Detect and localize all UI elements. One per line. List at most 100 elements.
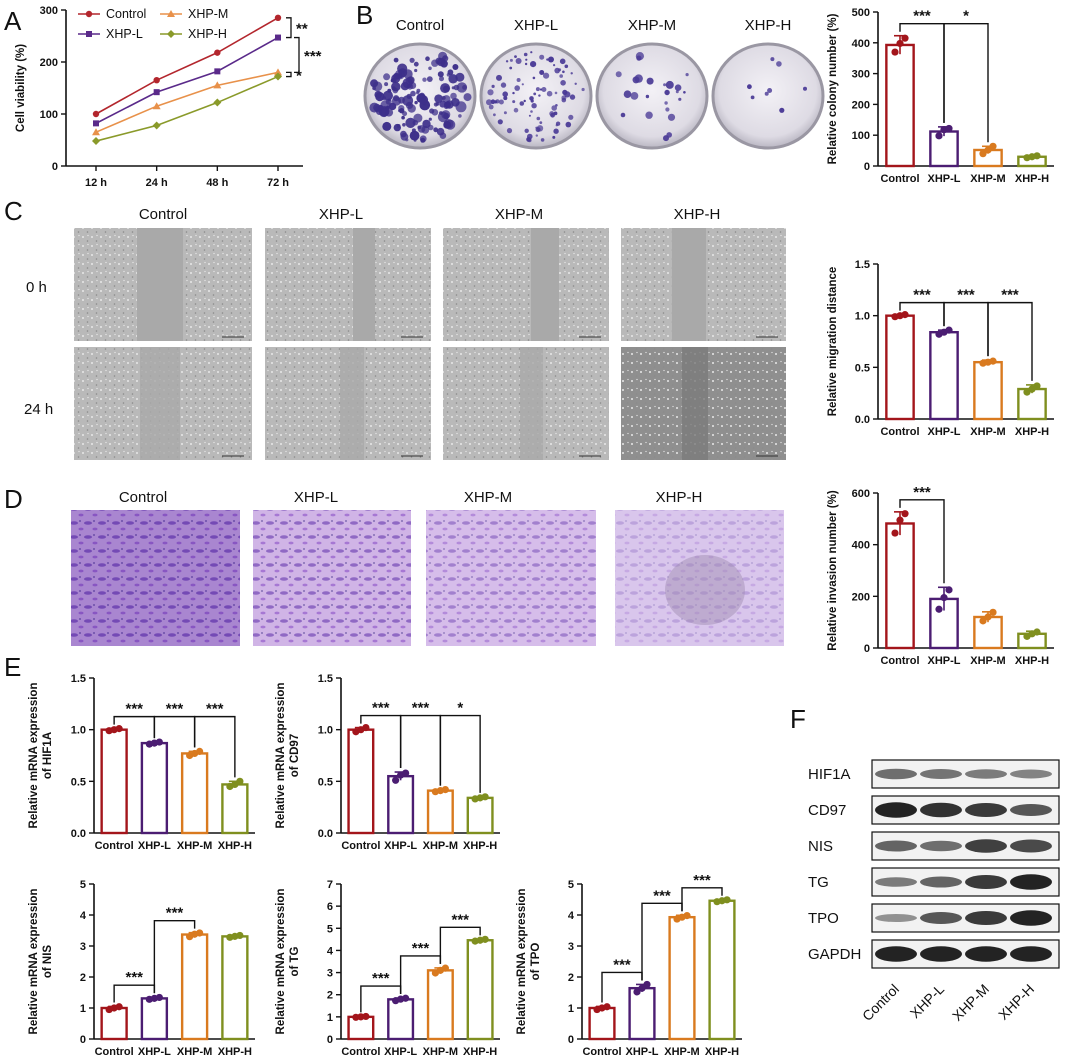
- wound-cells: [443, 228, 609, 341]
- chart-d-xtick-control: Control: [880, 655, 919, 667]
- colony-dot: [443, 121, 452, 129]
- colony-dot: [645, 94, 650, 99]
- colony-dot: [555, 104, 558, 107]
- colony-dish-xhp-l: [479, 42, 593, 150]
- chart-a-point-xhp-m: [92, 128, 100, 136]
- chart-d-point-control: [896, 516, 904, 524]
- wound-gap: [531, 228, 559, 341]
- colony-dot: [665, 80, 674, 89]
- chart-b-point-xhp-m: [979, 150, 987, 158]
- chart-b-point-control: [891, 48, 899, 56]
- chart-e5-ytick-label: 4: [568, 910, 575, 922]
- chart-e3-bar-xhp-m: [180, 933, 209, 1041]
- chart-c-xtick-xhp-h: XHP-H: [1015, 426, 1049, 438]
- colony-dish-control: [363, 42, 477, 150]
- chart-e1-xtick-xhp-m: XHP-M: [177, 840, 212, 852]
- chart-e2-ytick-label: 0.5: [318, 776, 333, 788]
- chart-e1-point-xhp-l: [155, 738, 163, 746]
- chart-c-bar-xhp-h: [1017, 387, 1047, 421]
- chart-d-bar-control: [885, 522, 915, 650]
- wound-image-control-24h: [74, 347, 252, 460]
- chart-c-xtick-xhp-l: XHP-L: [928, 426, 961, 438]
- chart-b-ylabel: Relative colony number (%): [827, 13, 839, 164]
- chart-e2-ytick-label: 1.0: [318, 725, 333, 737]
- colony-dot: [541, 87, 547, 92]
- colony-dot: [385, 98, 392, 105]
- migration-images: Control XHP-L XHP-M XHP-H 0 h 24 h: [24, 206, 786, 460]
- chart-e4-bar-xhp-h: [466, 939, 494, 1041]
- colony-dot: [533, 92, 537, 96]
- chart-a-sig-label: *: [296, 67, 302, 84]
- colony-dot: [503, 96, 508, 101]
- colony-dot: [496, 74, 502, 81]
- chart-b-xtick-xhp-m: XHP-M: [970, 173, 1005, 185]
- blot-label-tpo: TPO: [808, 910, 839, 927]
- chart-e5-ytick-label: 1: [568, 1003, 574, 1015]
- chart-e1-ylabel: Relative mRNA expression: [28, 683, 40, 829]
- chart-a-point-xhp-m: [213, 81, 222, 89]
- colony-dot: [486, 99, 492, 106]
- chart-e3-point-xhp-h: [236, 931, 244, 940]
- chart-e5-sig-label: ***: [693, 872, 711, 889]
- chart-a-point-xhp-l: [214, 68, 221, 75]
- colony-dot: [551, 105, 557, 111]
- invasion-image-control: [71, 510, 240, 646]
- colony-dot: [422, 77, 427, 82]
- colony-dot: [546, 90, 553, 97]
- colony-dot: [442, 55, 449, 62]
- colony-dot: [521, 83, 524, 86]
- colony-dot: [623, 90, 632, 98]
- colony-dot: [405, 117, 416, 128]
- chart-e2-sig-label: *: [457, 700, 463, 717]
- legend-marker-control: [85, 10, 93, 18]
- colony-dot: [488, 104, 494, 110]
- chart-e2-ylabel: Relative mRNA expression: [275, 683, 287, 829]
- chart-d-point-xhp-h: [1033, 628, 1041, 636]
- chart-b-point-xhp-l: [935, 132, 943, 140]
- colony-dot: [440, 83, 451, 94]
- chart-e4-ytick-label: 0: [327, 1034, 333, 1046]
- colony-dot: [413, 138, 417, 142]
- chart-d-point-xhp-l: [935, 605, 943, 613]
- colony-dot: [747, 84, 752, 90]
- chart-e4-ytick-label: 1: [327, 1012, 333, 1024]
- chart-e5-xtick-xhp-m: XHP-M: [664, 1046, 699, 1058]
- chart-e3-xtick-xhp-l: XHP-L: [138, 1046, 171, 1058]
- colony-dot: [416, 88, 421, 93]
- colony-dot: [552, 135, 556, 139]
- chart-d-point-xhp-l: [940, 594, 948, 602]
- chart-d-ylabel: Relative invasion number (%): [827, 490, 839, 651]
- chart-e2-ylabel: of CD97: [289, 734, 301, 777]
- colony-dot: [498, 99, 504, 105]
- colony-dot: [539, 121, 543, 124]
- colony-dot: [546, 58, 549, 61]
- chart-e5-point-xhp-l: [643, 980, 651, 989]
- colony-dot: [559, 74, 563, 78]
- chart-a-sig-bracket: [294, 36, 300, 74]
- colony-dot: [383, 73, 391, 81]
- chart-b-bar-xhp-l: [929, 130, 959, 168]
- wound-gap: [353, 228, 375, 341]
- panel-label-e: E: [4, 652, 21, 682]
- colony-dot: [540, 138, 545, 142]
- chart-c-xtick-control: Control: [880, 426, 919, 438]
- colony-dot: [678, 97, 682, 101]
- colony-dot: [403, 69, 413, 79]
- chart-e3-ytick-label: 2: [80, 972, 86, 984]
- chart-c-sig-bracket: [987, 301, 1033, 381]
- chart-e2-ytick-label: 0.0: [318, 828, 333, 840]
- chart-a-sig-label: **: [296, 21, 308, 38]
- invasion-title-xhp-m: XHP-M: [464, 489, 512, 506]
- blot-band: [920, 840, 962, 852]
- blot-band: [1010, 839, 1052, 853]
- blot-band: [875, 840, 917, 852]
- chart-e2-point-xhp-h: [481, 793, 489, 801]
- colony-dot: [663, 83, 667, 87]
- chart-e2-bar-control: [347, 728, 375, 835]
- invasion-images: Control XHP-L XHP-M XHP-H: [71, 489, 784, 646]
- chart-e5-point-xhp-l: [633, 988, 641, 996]
- colony-dot: [803, 86, 807, 91]
- colony-dot: [565, 121, 572, 128]
- wound-image-xhp-h-24h: [621, 347, 786, 460]
- chart-d-xtick-xhp-h: XHP-H: [1015, 655, 1049, 667]
